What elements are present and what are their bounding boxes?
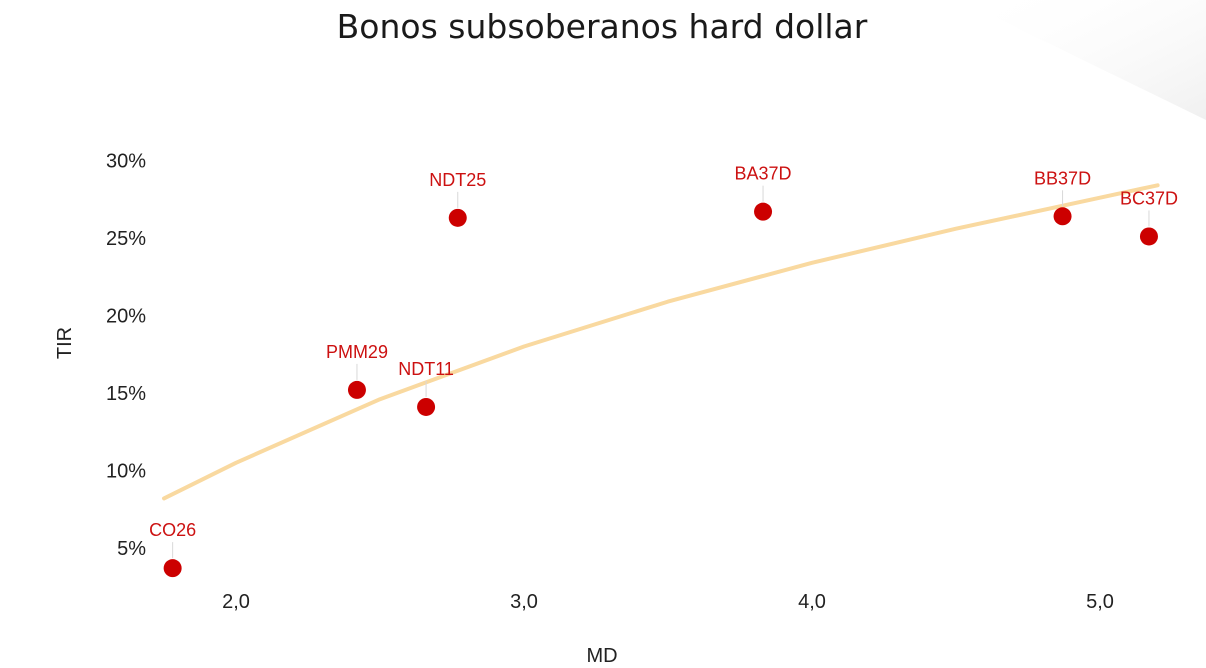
data-point-label: NDT11: [398, 359, 454, 379]
y-tick-label: 25%: [106, 228, 146, 250]
corner-shadow: [960, 0, 1206, 120]
data-point-label: BA37D: [735, 164, 792, 184]
x-axis-ticks: 2,0 3,0 4,0 5,0: [222, 591, 1114, 613]
data-point: [754, 202, 773, 221]
data-point-label: NDT25: [429, 170, 486, 190]
data-point-label: PMM29: [326, 342, 388, 362]
data-point-group: CO26: [149, 520, 196, 578]
y-tick-label: 15%: [106, 383, 146, 405]
y-tick-label: 5%: [117, 538, 146, 560]
data-point-group: PMM29: [326, 342, 388, 399]
data-point-group: BC37D: [1120, 188, 1178, 246]
y-tick-label: 20%: [106, 306, 146, 328]
data-points: CO26 PMM29 NDT11 NDT25 BA37D BB37D BC37D: [149, 164, 1178, 578]
data-point-group: NDT25: [429, 170, 486, 227]
data-point-label: BB37D: [1034, 168, 1091, 188]
trend-line: [162, 183, 1160, 501]
data-point: [448, 208, 467, 227]
data-point-group: BA37D: [735, 164, 792, 221]
x-tick-label: 5,0: [1086, 591, 1114, 613]
data-point-group: BB37D: [1034, 168, 1091, 226]
data-point: [1053, 207, 1072, 226]
data-point: [163, 559, 182, 578]
data-point-group: NDT11: [398, 359, 454, 416]
data-point: [417, 397, 436, 416]
chart-title: Bonos subsoberanos hard dollar: [337, 7, 868, 46]
y-tick-label: 30%: [106, 151, 146, 173]
y-axis-label: TIR: [54, 327, 76, 359]
x-axis-label: MD: [586, 645, 617, 667]
data-point: [1139, 227, 1158, 246]
x-tick-label: 3,0: [510, 591, 538, 613]
plot-area: CO26 PMM29 NDT11 NDT25 BA37D BB37D BC37D: [149, 164, 1178, 578]
data-point-label: CO26: [149, 520, 196, 540]
x-tick-label: 4,0: [798, 591, 826, 613]
data-point-label: BC37D: [1120, 188, 1178, 208]
x-tick-label: 2,0: [222, 591, 250, 613]
y-axis-ticks: 5% 10% 15% 20% 25% 30%: [106, 151, 146, 561]
y-tick-label: 10%: [106, 461, 146, 483]
data-point: [347, 380, 366, 399]
